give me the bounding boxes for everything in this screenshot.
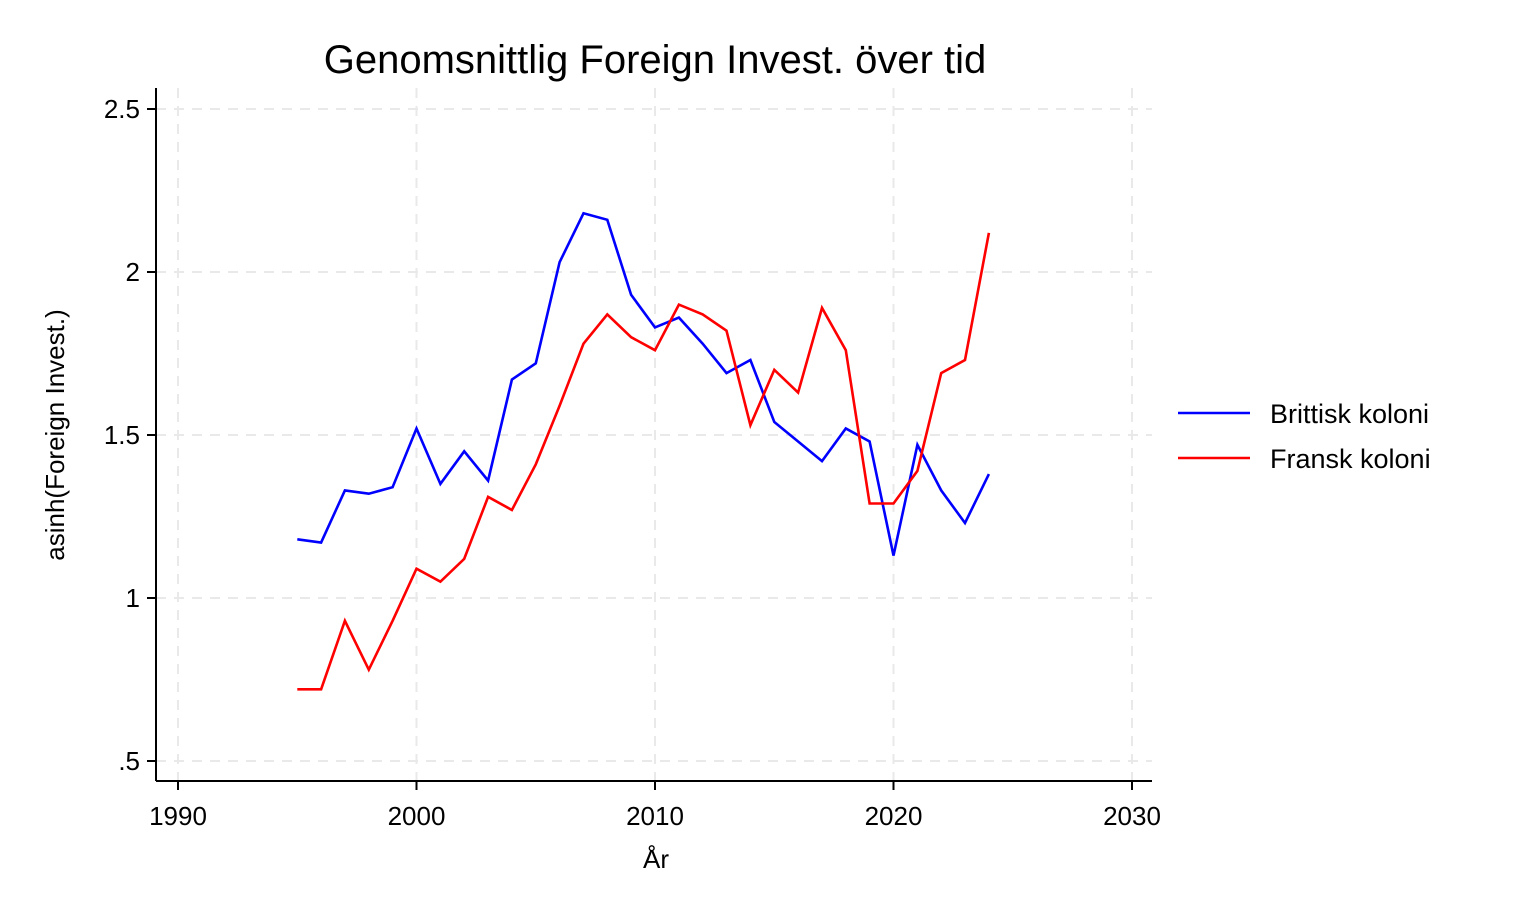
legend-item-brittisk: Brittisk koloni (1178, 399, 1429, 429)
legend: Brittisk koloni Fransk koloni (1178, 399, 1431, 474)
chart-title: Genomsnittlig Foreign Invest. över tid (324, 38, 987, 82)
series-lines (297, 211, 991, 691)
legend-label-brittisk: Brittisk koloni (1270, 399, 1429, 429)
axes (147, 88, 1152, 790)
y-tick-label: 1 (126, 583, 140, 613)
x-tick-label: 2020 (865, 801, 923, 831)
y-tick-label: 2.5 (104, 94, 140, 124)
y-axis-label: asinh(Foreign Invest.) (40, 309, 70, 560)
series-line-brittisk (297, 211, 991, 556)
y-tick-label: 1.5 (104, 420, 140, 450)
tick-labels: .5 1 1.5 2 2.5 1990 2000 2010 2020 2030 (104, 94, 1161, 831)
x-tick-label: 1990 (149, 801, 207, 831)
y-tick-label: .5 (118, 746, 140, 776)
y-tick-label: 2 (126, 257, 140, 287)
series-line-fransk (297, 232, 991, 691)
legend-item-fransk: Fransk koloni (1178, 444, 1431, 474)
x-tick-label: 2030 (1103, 801, 1161, 831)
x-axis-label: År (643, 844, 669, 874)
x-tick-label: 2000 (388, 801, 446, 831)
grid (156, 88, 1152, 781)
x-tick-label: 2010 (626, 801, 684, 831)
legend-label-fransk: Fransk koloni (1270, 444, 1431, 474)
